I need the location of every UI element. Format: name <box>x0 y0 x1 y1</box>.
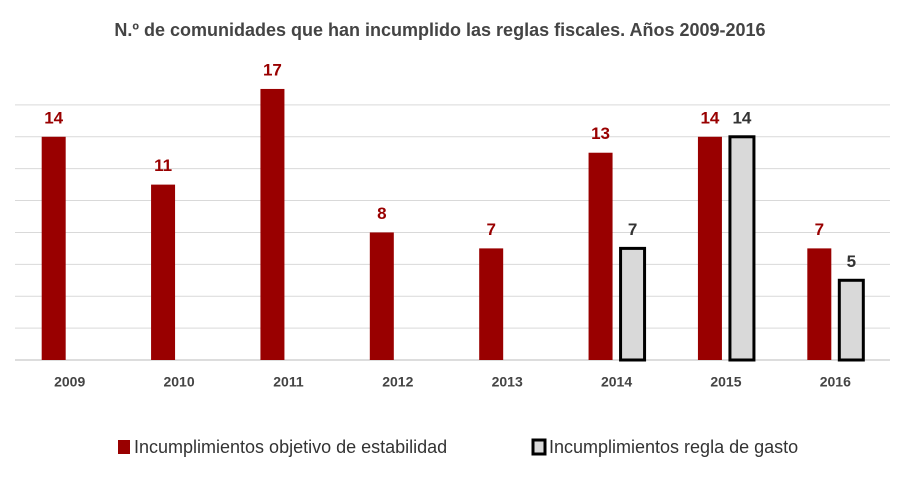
value-label: 14 <box>700 108 719 127</box>
x-tick-label: 2012 <box>382 374 413 390</box>
value-label: 7 <box>815 220 824 239</box>
bar <box>260 88 285 360</box>
value-label: 14 <box>44 108 63 127</box>
x-tick-label: 2010 <box>163 374 194 390</box>
bar <box>369 232 394 360</box>
chart-title: N.º de comunidades que han incumplido la… <box>114 20 765 40</box>
x-tick-label: 2013 <box>492 374 523 390</box>
bar <box>41 136 66 360</box>
value-label: 17 <box>263 60 282 79</box>
x-tick-label: 2014 <box>601 374 632 390</box>
x-tick-label: 2015 <box>710 374 741 390</box>
value-label: 7 <box>628 220 637 239</box>
bar <box>697 136 722 360</box>
bar <box>807 248 832 360</box>
value-label: 13 <box>591 124 610 143</box>
value-label: 11 <box>154 156 172 175</box>
x-tick-label: 2016 <box>820 374 851 390</box>
x-tick-label: 2011 <box>273 374 304 390</box>
legend-label: Incumplimientos objetivo de estabilidad <box>134 437 447 457</box>
bar <box>588 152 613 360</box>
legend-swatch <box>118 440 130 454</box>
legend-swatch <box>531 438 547 456</box>
value-label: 8 <box>377 204 386 223</box>
bar <box>479 248 504 360</box>
bar <box>619 246 647 362</box>
value-label: 14 <box>732 108 751 127</box>
bar <box>728 135 756 362</box>
bar <box>837 278 865 362</box>
x-tick-label: 2009 <box>54 374 85 390</box>
bar <box>151 184 176 360</box>
legend-label: Incumplimientos regla de gasto <box>549 437 798 457</box>
value-label: 7 <box>486 220 495 239</box>
value-label: 5 <box>847 252 856 271</box>
